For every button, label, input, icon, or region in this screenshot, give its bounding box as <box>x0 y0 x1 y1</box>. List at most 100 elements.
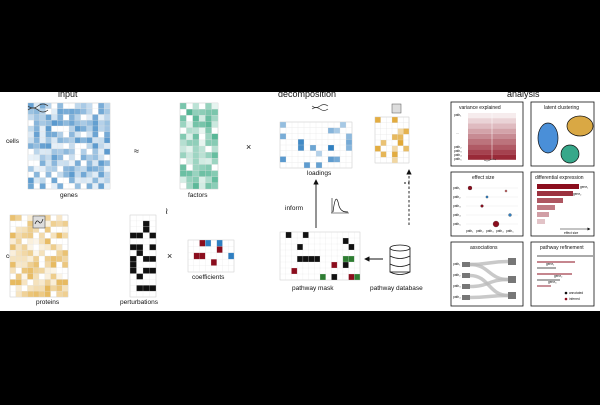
matrix-cell <box>149 267 156 274</box>
matrix-cell <box>205 115 212 122</box>
matrix-cell <box>21 244 28 251</box>
assoc-left-node-1 <box>462 262 470 267</box>
matrix-cell <box>86 166 93 172</box>
refine-legend-inferred: inferred <box>569 297 580 301</box>
matrix-cell <box>192 152 199 159</box>
matrix-cell <box>314 256 320 262</box>
matrix-cell <box>92 114 99 121</box>
matrix-cell <box>45 160 52 167</box>
effect-xlabel-2: path₂ <box>476 229 484 233</box>
matrix-cell <box>33 114 40 121</box>
matrix-cell <box>80 171 87 178</box>
diffexp-bar-2 <box>537 191 573 196</box>
matrix-cell <box>45 131 52 138</box>
matrix-cell <box>44 238 51 245</box>
matrix-cell <box>205 121 212 128</box>
matrix-cell <box>199 176 206 183</box>
matrix-cell <box>186 121 193 128</box>
matrix-cell <box>57 160 64 167</box>
matrix-cell <box>192 176 199 183</box>
diffexp-title: differential expression <box>535 175 584 181</box>
times-operator-top: × <box>246 142 251 152</box>
matrix-cell <box>186 182 193 189</box>
matrix-cell <box>63 120 69 126</box>
matrix-cell <box>211 133 218 140</box>
matrix-cell <box>205 139 212 146</box>
matrix-cell <box>62 232 68 239</box>
matrix-cell <box>211 176 218 183</box>
matrix-cell <box>199 240 206 247</box>
matrix-cell <box>104 166 110 172</box>
matrix-cell <box>104 171 110 178</box>
matrix-cell <box>334 127 340 134</box>
matrix-cell <box>44 285 51 292</box>
matrix-cell <box>44 267 51 274</box>
matrix-cell <box>69 108 75 115</box>
matrix-cell <box>33 154 40 161</box>
matrix-cell <box>39 120 46 126</box>
matrix-cell <box>15 226 22 233</box>
matrix-cell <box>98 183 105 189</box>
genes-label: genes <box>60 192 78 199</box>
matrix-cell <box>80 137 87 144</box>
matrix-cell <box>57 103 64 109</box>
matrix-cell <box>74 120 81 126</box>
matrix-cell <box>342 262 349 268</box>
matrix-cell <box>199 115 206 122</box>
matrix-cell <box>69 177 75 184</box>
effect-xlabel-1: path₁ <box>466 229 473 233</box>
matrix-cell <box>199 152 206 159</box>
matrix-cell <box>39 131 46 138</box>
assoc-right-node-1 <box>508 258 516 265</box>
matrix-cell <box>205 127 212 134</box>
matrix-cell <box>205 170 212 177</box>
matrix-cell <box>15 291 22 297</box>
matrix-cell <box>392 145 398 152</box>
assoc-title: associations <box>470 245 498 251</box>
matrix-cell <box>57 137 64 144</box>
legend-dot-annotated <box>564 291 568 295</box>
assoc-left-node-3 <box>462 284 470 289</box>
matrix-cell <box>21 226 28 233</box>
matrix-cell <box>51 177 58 184</box>
matrix-cell <box>62 279 68 286</box>
diffexp-bar-1 <box>537 184 579 189</box>
matrix-cell <box>50 256 57 262</box>
matrix-cell <box>57 131 64 138</box>
matrix-cell <box>328 127 334 134</box>
matrix-cell <box>45 114 52 121</box>
matrix-cell <box>56 291 63 297</box>
matrix-cell <box>80 125 87 132</box>
matrix-cell <box>21 261 28 268</box>
matrix-cell <box>63 160 69 167</box>
section-title-input: input <box>58 89 78 99</box>
matrix-cell <box>69 166 75 172</box>
matrix-cell <box>27 261 34 268</box>
matrix-cell <box>28 154 34 161</box>
matrix-cell <box>186 146 193 153</box>
matrix-cell <box>180 146 187 153</box>
matrix-cell <box>50 261 57 268</box>
matrix-cell <box>39 143 46 149</box>
matrix-cell <box>98 148 105 155</box>
matrix-cell <box>104 177 110 184</box>
loadings-matrix-gold <box>374 116 410 164</box>
panel-associations: associations path₁ path₂ path₃ path₄ <box>450 241 524 307</box>
dna-icon-small <box>483 158 497 162</box>
matrix-cell <box>98 154 105 161</box>
matrix-cell <box>136 285 143 292</box>
matrix-cell <box>28 177 34 184</box>
matrix-cell <box>63 108 69 115</box>
matrix-cell <box>104 160 110 167</box>
matrix-cell <box>33 148 40 155</box>
matrix-cell <box>392 157 398 163</box>
matrix-cell <box>39 183 46 189</box>
matrix-cell <box>80 148 87 155</box>
matrix-cell <box>33 273 39 280</box>
matrix-cell <box>28 131 34 138</box>
matrix-cell <box>192 139 199 146</box>
matrix-cell <box>39 125 46 132</box>
matrix-cell <box>50 220 57 227</box>
panel-effect-size: effect size path₁path₁path₂path₂path₃pat… <box>450 171 524 237</box>
